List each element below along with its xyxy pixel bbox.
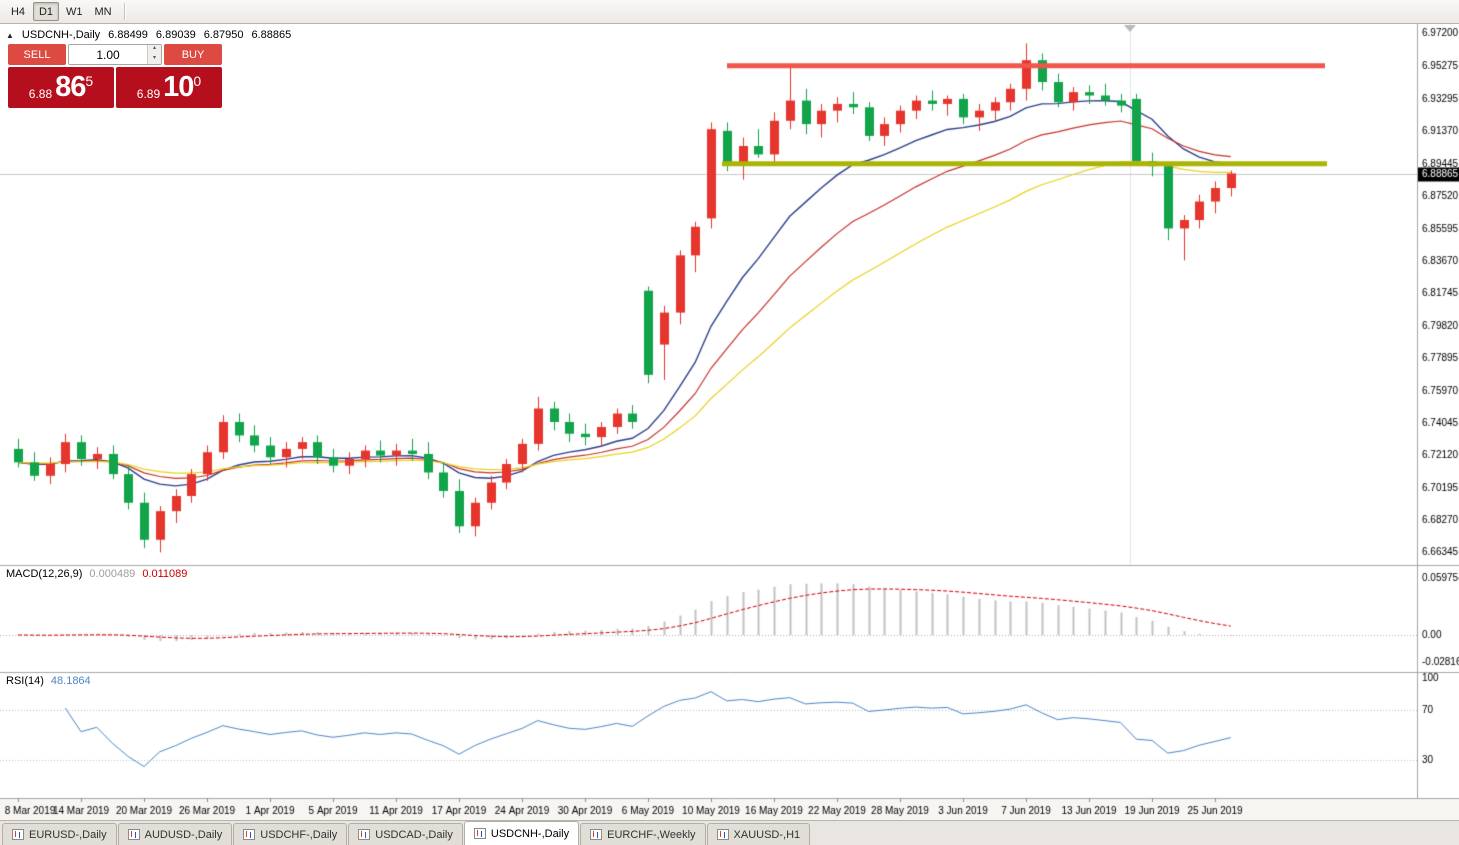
volume-box: ▴ ▾ [68,44,162,65]
buy-button[interactable]: BUY [164,44,222,65]
tab-label: EURCHF-,Weekly [607,828,696,841]
low-value: 6.87950 [203,29,244,41]
timeframe-w1-button[interactable]: W1 [66,5,83,18]
price-chart-canvas[interactable] [0,24,1459,820]
chart-tab-icon [590,829,603,840]
tab-eurusd-daily[interactable]: EURUSD-,Daily [2,823,117,845]
volume-input[interactable] [69,45,147,64]
macd-title: MACD(12,26,9) [6,568,83,580]
tab-label: EURUSD-,Daily [29,828,107,841]
rsi-value: 48.1864 [50,675,91,687]
macd-main-value: 0.000489 [89,568,136,580]
tab-label: USDCNH-,Daily [490,827,570,840]
tab-xauusd-h1[interactable]: XAUUSD-,H1 [706,823,811,845]
symbol-ohlc-line: ▲ USDCNH-,Daily 6.88499 6.89039 6.87950 … [6,29,291,41]
timeframe-h4-button[interactable]: H4 [10,5,26,18]
close-value: 6.88865 [251,29,292,41]
sell-button[interactable]: SELL [8,44,66,65]
chart-tab-icon [358,829,371,840]
volume-spinner: ▴ ▾ [147,45,161,64]
chart-tab-icon [127,829,140,840]
high-value: 6.89039 [155,29,196,41]
tab-label: AUDUSD-,Daily [144,828,223,841]
one-click-quote-row: 6.88 86 5 6.89 10 0 [8,67,222,108]
one-click-trading-panel: SELL ▴ ▾ BUY 6.88 86 5 6.89 10 0 [8,44,222,108]
tab-eurchf-weekly[interactable]: EURCHF-,Weekly [580,823,706,845]
tab-usdcnh-daily[interactable]: USDCNH-,Daily [463,821,580,845]
buy-price-small-digits: 6.89 [136,87,161,101]
sell-price-button[interactable]: 6.88 86 5 [8,67,114,108]
one-click-collapse-icon[interactable]: ▲ [6,30,14,40]
timeframe-mn-button[interactable]: MN [94,5,112,18]
macd-signal-value: 0.011089 [142,568,188,580]
volume-increase-button[interactable]: ▴ [148,45,161,55]
tab-usdchf-daily[interactable]: USDCHF-,Daily [233,823,348,845]
open-value: 6.88499 [108,29,148,41]
chart-tab-icon [243,829,256,840]
timeframe-toolbar: H4 D1 W1 MN [0,0,1459,24]
chart-tab-icon [12,829,24,840]
chart-tab-icon [716,829,729,840]
volume-decrease-button[interactable]: ▾ [148,54,161,64]
tab-label: USDCHF-,Daily [260,828,338,841]
rsi-indicator-label: RSI(14) 48.1864 [6,675,91,687]
tab-usdcad-daily[interactable]: USDCAD-,Daily [348,823,463,845]
macd-indicator-label: MACD(12,26,9) 0.000489 0.011089 [6,568,187,580]
one-click-top-row: SELL ▴ ▾ BUY [8,44,222,65]
sell-price-small-digits: 6.88 [28,87,53,101]
tab-audusd-daily[interactable]: AUDUSD-,Daily [117,823,233,845]
buy-price-pip-digit: 0 [193,73,202,89]
sell-price-big-digits: 86 [55,71,86,103]
sell-price-pip-digit: 5 [85,73,94,89]
tab-label: XAUUSD-,H1 [733,828,801,841]
rsi-title: RSI(14) [6,675,44,687]
symbol-name: USDCNH-,Daily [21,29,101,41]
buy-price-button[interactable]: 6.89 10 0 [116,67,222,108]
chart-tabs-bar: EURUSD-,Daily AUDUSD-,Daily USDCHF-,Dail… [0,820,1459,845]
toolbar-separator [123,3,125,20]
buy-price-big-digits: 10 [163,71,194,103]
tab-label: USDCAD-,Daily [375,828,453,841]
chart-tab-icon [473,828,486,839]
timeframe-d1-button[interactable]: D1 [33,2,59,21]
